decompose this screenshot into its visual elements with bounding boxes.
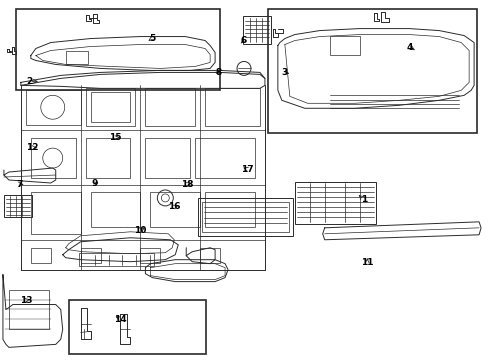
Text: 12: 12 xyxy=(26,143,39,152)
Text: 4: 4 xyxy=(406,43,412,52)
Text: 10: 10 xyxy=(133,226,145,235)
Text: 7: 7 xyxy=(16,180,22,189)
Text: 17: 17 xyxy=(241,165,253,174)
Bar xyxy=(31,248,51,263)
Bar xyxy=(195,138,254,178)
Text: 16: 16 xyxy=(168,202,180,211)
Bar xyxy=(79,253,154,266)
Text: 2: 2 xyxy=(26,77,32,86)
Bar xyxy=(9,289,49,329)
Bar xyxy=(200,248,220,263)
Bar xyxy=(16,9,220,90)
Bar xyxy=(205,192,254,227)
Bar xyxy=(31,192,81,234)
Text: 9: 9 xyxy=(91,179,98,188)
Bar xyxy=(145,138,190,178)
Bar xyxy=(198,198,292,236)
Bar xyxy=(329,36,359,55)
Bar xyxy=(205,88,260,126)
Bar xyxy=(81,248,101,263)
Bar xyxy=(85,138,130,178)
Text: 6: 6 xyxy=(240,36,246,45)
Bar xyxy=(4,195,32,217)
Bar xyxy=(243,15,270,44)
Text: 5: 5 xyxy=(148,34,155,43)
Text: 8: 8 xyxy=(215,68,222,77)
Bar xyxy=(90,192,140,227)
Text: 18: 18 xyxy=(181,180,193,189)
Text: 15: 15 xyxy=(109,133,122,142)
Bar xyxy=(85,88,135,126)
Text: 3: 3 xyxy=(281,68,287,77)
Bar xyxy=(145,88,195,126)
Bar xyxy=(68,300,206,354)
Bar xyxy=(31,138,76,178)
Bar xyxy=(140,248,160,263)
Bar xyxy=(294,182,376,224)
Text: 1: 1 xyxy=(360,195,366,204)
Bar xyxy=(202,202,288,232)
Bar xyxy=(26,90,81,125)
Bar xyxy=(65,50,87,64)
Text: 11: 11 xyxy=(360,258,373,267)
Text: 14: 14 xyxy=(114,315,127,324)
Bar xyxy=(90,92,130,122)
Bar xyxy=(267,9,476,133)
Bar xyxy=(150,192,200,227)
Text: 13: 13 xyxy=(20,296,33,305)
